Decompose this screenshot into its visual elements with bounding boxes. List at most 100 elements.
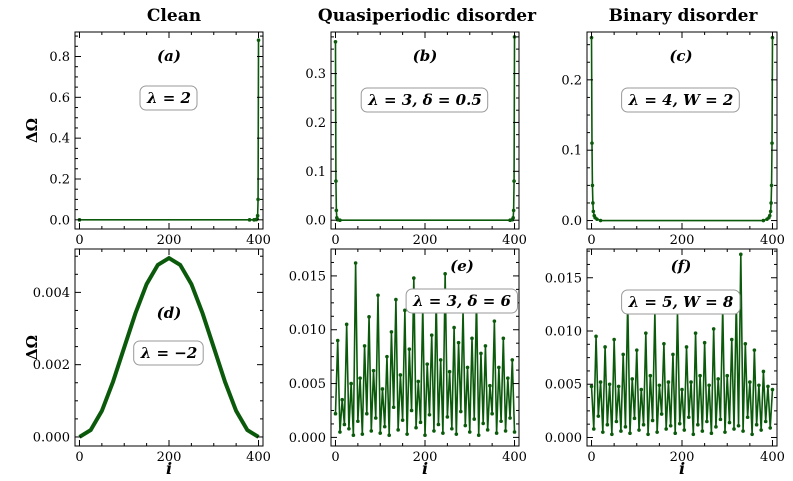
- data-point: [748, 380, 752, 384]
- data-point: [591, 427, 596, 431]
- y-tick-label: 0.015: [545, 271, 582, 286]
- data-point: [445, 415, 450, 419]
- data-point: [745, 415, 750, 420]
- column-title-clean: Clean: [147, 6, 201, 26]
- data-point: [485, 428, 490, 432]
- data-point: [763, 419, 768, 424]
- y-tick-label: 0.005: [545, 378, 582, 393]
- data-point: [752, 348, 757, 352]
- panel-label: (c): [669, 47, 692, 65]
- data-point: [736, 423, 741, 428]
- data-point: [610, 432, 614, 437]
- panel-d: 0 200 400 0.000 0.002 0.004 ΔΩ i (d) λ = −2: [23, 248, 271, 478]
- data-point: [714, 425, 718, 429]
- x-tick-label: 200: [413, 233, 438, 248]
- data-point: [465, 365, 470, 370]
- x-tick-label: 0: [75, 233, 83, 248]
- x-tick-label: 400: [502, 450, 527, 465]
- data-point: [380, 387, 385, 391]
- data-point: [405, 432, 409, 436]
- data-point: [616, 384, 621, 389]
- data-point: [639, 387, 644, 392]
- data-point: [333, 39, 338, 44]
- data-point: [709, 431, 714, 436]
- data-point: [338, 218, 342, 223]
- x-tick-label: 200: [157, 450, 182, 465]
- data-point: [247, 218, 252, 222]
- data-point: [344, 322, 349, 327]
- data-point: [427, 412, 432, 417]
- data-point: [503, 429, 508, 433]
- data-point: [414, 425, 418, 430]
- data-point: [256, 38, 261, 42]
- data-point: [623, 425, 628, 429]
- data-point: [510, 358, 515, 362]
- data-point: [334, 179, 338, 183]
- parameter-annotation: λ = −2: [133, 340, 204, 366]
- y-tick-label: 0.004: [33, 286, 70, 301]
- data-point: [634, 348, 639, 352]
- x-tick-label: 400: [246, 450, 271, 465]
- column-title-quasiperiodic: Quasiperiodic disorder: [318, 6, 537, 26]
- data-point: [591, 209, 596, 214]
- data-point: [596, 414, 601, 418]
- data-point: [607, 382, 612, 387]
- data-point: [356, 419, 360, 424]
- x-tick-label: 0: [331, 450, 339, 465]
- y-tick-label: 0.4: [49, 132, 70, 147]
- data-point: [447, 369, 452, 374]
- data-point: [512, 179, 516, 183]
- data-point: [630, 377, 635, 381]
- y-tick-label: 0.3: [305, 67, 326, 82]
- data-point: [340, 397, 344, 402]
- data-point: [603, 345, 607, 349]
- data-point: [664, 427, 668, 431]
- data-point: [441, 431, 445, 435]
- data-point: [770, 141, 774, 145]
- data-point: [490, 411, 494, 416]
- data-point: [365, 411, 369, 416]
- y-tick-label: 0.010: [289, 323, 326, 338]
- y-tick-label: 0.2: [305, 116, 326, 131]
- series-line: [78, 255, 260, 439]
- y-tick-label: 0.015: [289, 269, 326, 284]
- data-point: [693, 331, 698, 335]
- data-point: [621, 352, 625, 357]
- data-point: [511, 208, 516, 213]
- y-tick-label: 0.2: [561, 73, 582, 88]
- data-point: [769, 201, 773, 205]
- data-point: [351, 433, 356, 438]
- data-point: [698, 373, 702, 378]
- data-point: [494, 431, 499, 435]
- annotation-text: λ = −2: [140, 344, 198, 362]
- data-point: [680, 387, 684, 392]
- data-point: [353, 261, 358, 265]
- data-point: [362, 344, 367, 348]
- data-point: [650, 418, 655, 423]
- data-point: [644, 331, 648, 335]
- y-tick-label: 0.1: [305, 165, 326, 180]
- y-tick-label: 0.005: [289, 377, 326, 392]
- data-point: [590, 141, 594, 145]
- data-point: [255, 213, 260, 218]
- y-tick-label: 0.000: [545, 431, 582, 446]
- data-point: [648, 373, 653, 378]
- data-point: [432, 429, 436, 433]
- data-point: [725, 373, 730, 378]
- panel-label: (a): [157, 47, 181, 65]
- x-axis-label: i: [679, 459, 685, 476]
- data-point: [376, 293, 380, 298]
- data-point: [463, 423, 468, 428]
- annotation-box: [139, 85, 198, 111]
- data-point: [677, 421, 682, 426]
- data-point: [757, 383, 761, 388]
- data-point: [770, 387, 775, 392]
- x-tick-label: 200: [413, 450, 438, 465]
- data-point: [358, 376, 362, 380]
- x-tick-label: 400: [502, 233, 527, 248]
- data-point: [696, 422, 700, 427]
- data-point: [400, 418, 405, 422]
- column-title-binary: Binary disorder: [609, 6, 759, 26]
- panel-label: (b): [413, 47, 438, 65]
